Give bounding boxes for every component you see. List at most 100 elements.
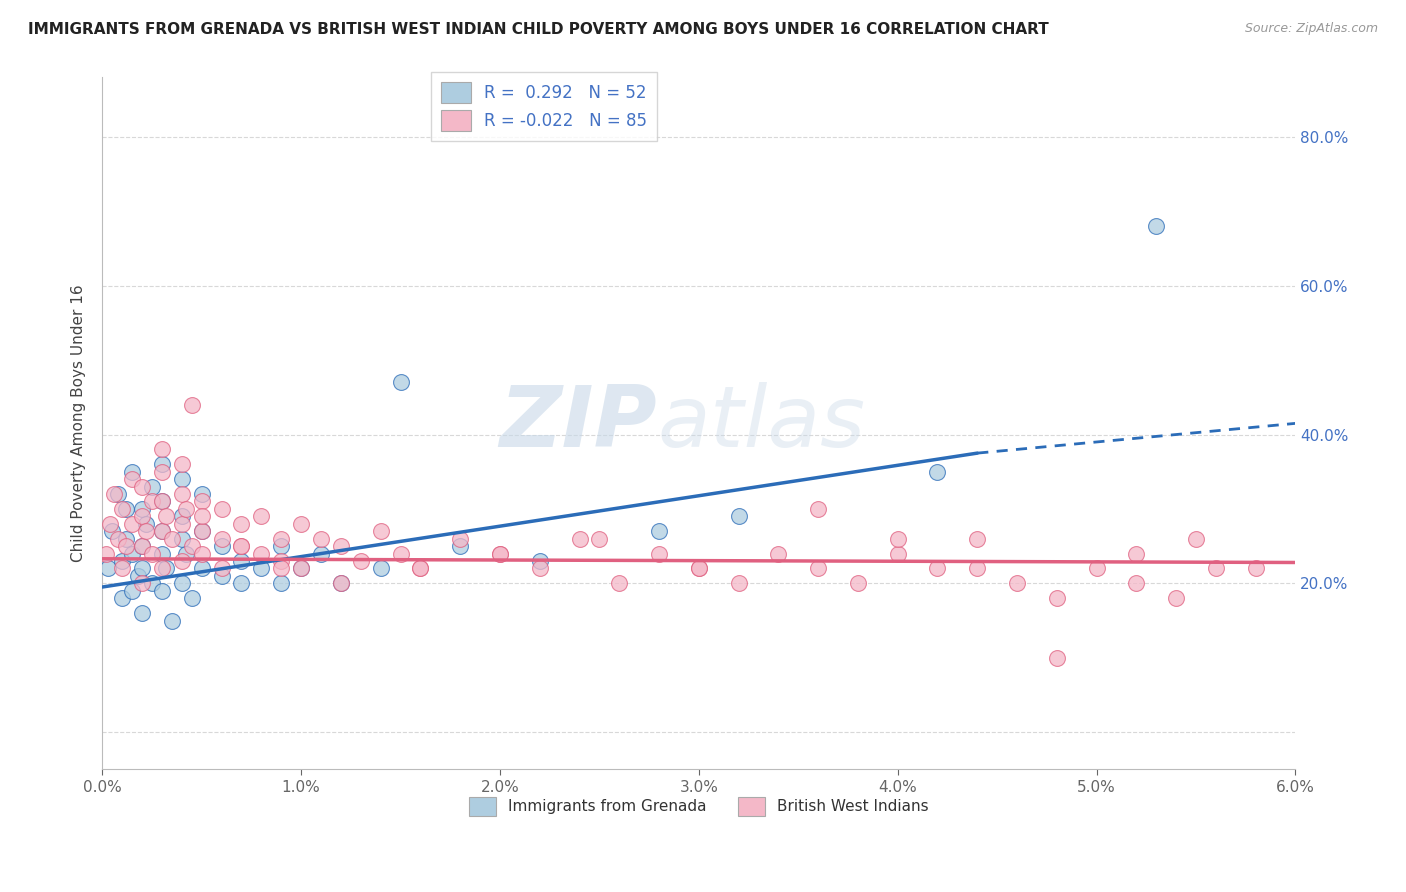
Point: [270, 576, 292, 591]
Point: [150, 442, 173, 457]
Point: [727, 576, 749, 591]
Point: [190, 524, 212, 539]
Point: [231, 516, 253, 531]
Point: [1005, 576, 1028, 591]
Point: [231, 539, 253, 553]
Point: [141, 576, 163, 591]
Point: [648, 524, 671, 539]
Point: [846, 576, 869, 591]
Point: [101, 524, 124, 539]
Point: [155, 509, 177, 524]
Point: [290, 561, 312, 575]
Point: [290, 516, 312, 531]
Point: [1085, 561, 1108, 575]
Point: [927, 561, 949, 575]
Point: [107, 532, 129, 546]
Point: [607, 576, 630, 591]
Point: [107, 487, 129, 501]
Point: [150, 561, 173, 575]
Point: [98, 516, 121, 531]
Point: [170, 554, 193, 568]
Point: [389, 547, 412, 561]
Point: [155, 561, 177, 575]
Point: [190, 547, 212, 561]
Point: [309, 532, 332, 546]
Point: [927, 465, 949, 479]
Point: [190, 509, 212, 524]
Point: [131, 509, 153, 524]
Point: [121, 465, 143, 479]
Point: [180, 591, 202, 606]
Point: [1125, 576, 1147, 591]
Point: [170, 458, 193, 472]
Point: [688, 561, 710, 575]
Point: [150, 465, 173, 479]
Point: [131, 539, 153, 553]
Point: [370, 524, 392, 539]
Point: [250, 561, 273, 575]
Point: [174, 547, 197, 561]
Point: [121, 547, 143, 561]
Point: [170, 532, 193, 546]
Point: [170, 487, 193, 501]
Point: [150, 547, 173, 561]
Point: [966, 561, 988, 575]
Point: [270, 539, 292, 553]
Point: [170, 576, 193, 591]
Point: [121, 516, 143, 531]
Point: [111, 554, 134, 568]
Point: [350, 554, 373, 568]
Y-axis label: Child Poverty Among Boys Under 16: Child Poverty Among Boys Under 16: [72, 285, 86, 562]
Point: [768, 547, 790, 561]
Point: [886, 532, 908, 546]
Point: [135, 516, 157, 531]
Point: [150, 494, 173, 508]
Point: [727, 509, 749, 524]
Point: [329, 576, 352, 591]
Point: [170, 516, 193, 531]
Point: [141, 547, 163, 561]
Point: [688, 561, 710, 575]
Point: [131, 606, 153, 620]
Point: [127, 569, 149, 583]
Point: [131, 576, 153, 591]
Point: [115, 539, 138, 553]
Point: [211, 532, 233, 546]
Point: [1166, 591, 1188, 606]
Point: [588, 532, 610, 546]
Point: [231, 554, 253, 568]
Point: [150, 524, 173, 539]
Point: [190, 494, 212, 508]
Point: [270, 554, 292, 568]
Point: [211, 539, 233, 553]
Point: [150, 524, 173, 539]
Point: [131, 539, 153, 553]
Point: [489, 547, 512, 561]
Point: [1046, 591, 1069, 606]
Point: [141, 480, 163, 494]
Text: IMMIGRANTS FROM GRENADA VS BRITISH WEST INDIAN CHILD POVERTY AMONG BOYS UNDER 16: IMMIGRANTS FROM GRENADA VS BRITISH WEST …: [28, 22, 1049, 37]
Point: [529, 554, 551, 568]
Point: [180, 398, 202, 412]
Point: [270, 561, 292, 575]
Point: [135, 524, 157, 539]
Point: [211, 569, 233, 583]
Point: [250, 509, 273, 524]
Point: [648, 547, 671, 561]
Point: [1144, 219, 1167, 234]
Point: [1205, 561, 1227, 575]
Point: [121, 583, 143, 598]
Point: [190, 561, 212, 575]
Point: [115, 502, 138, 516]
Point: [211, 561, 233, 575]
Point: [568, 532, 591, 546]
Point: [150, 494, 173, 508]
Point: [180, 539, 202, 553]
Point: [115, 532, 138, 546]
Point: [1046, 650, 1069, 665]
Point: [131, 561, 153, 575]
Point: [1185, 532, 1208, 546]
Point: [1244, 561, 1267, 575]
Point: [111, 561, 134, 575]
Point: [103, 487, 125, 501]
